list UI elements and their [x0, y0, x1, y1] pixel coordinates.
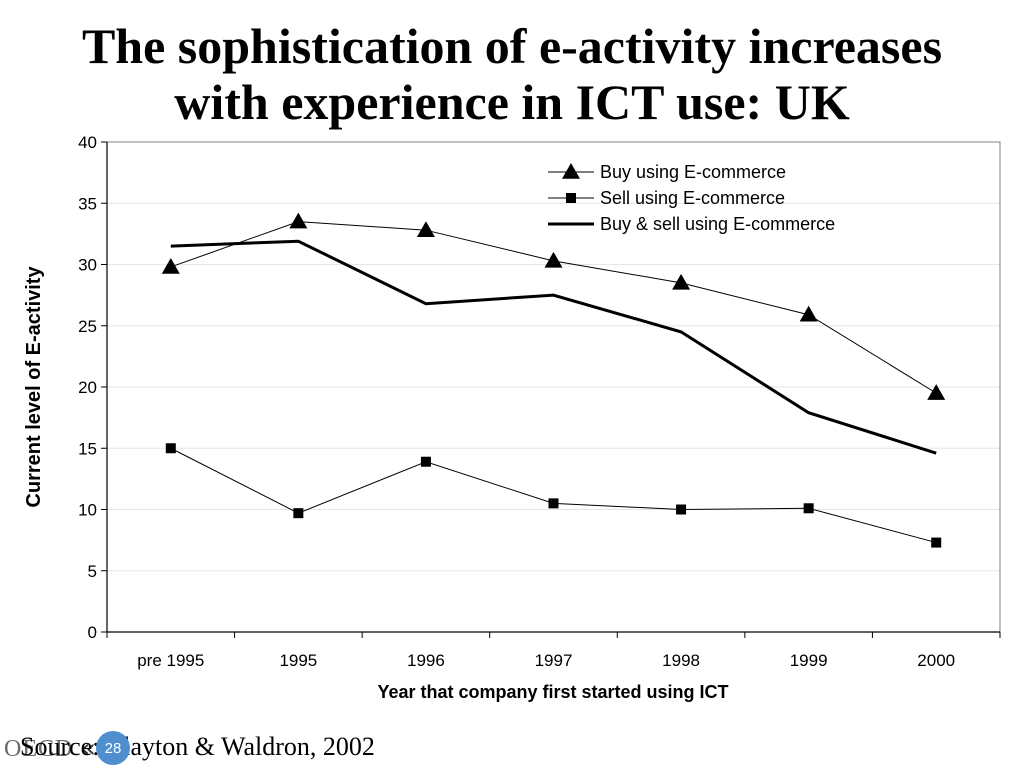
axes: 0 5 10 15 20 25 30 35 40 pre 1995 1995 1996 1997 1998…	[78, 133, 1001, 670]
chevron-icon: «	[80, 734, 96, 764]
square-marker	[165, 443, 176, 454]
slide-footer: OECD « Source: Clayton & Waldron, 2002 2…	[0, 728, 1024, 768]
square-marker	[293, 508, 304, 519]
legend-item: Sell using E-commerce	[548, 188, 785, 208]
oecd-logo: OECD	[4, 736, 74, 762]
y-tick-label: 40	[78, 133, 97, 152]
legend: Buy using E-commerce Sell using E-commerc…	[548, 162, 835, 234]
y-tick-label: 35	[78, 194, 97, 213]
legend-item: Buy using E-commerce	[548, 162, 786, 182]
triangle-marker	[562, 163, 580, 179]
square-marker	[566, 193, 576, 203]
triangle-marker	[799, 305, 818, 322]
x-tick-label: pre 1995	[137, 651, 204, 670]
square-marker	[676, 504, 687, 515]
legend-item: Buy & sell using E-commerce	[548, 214, 835, 234]
series-line	[170, 221, 937, 394]
square-marker	[803, 503, 814, 514]
x-tick-label: 1995	[279, 651, 317, 670]
y-tick-label: 15	[78, 439, 97, 458]
series-1	[161, 212, 946, 400]
triangle-marker	[289, 212, 308, 229]
series-line	[170, 447, 937, 544]
square-marker	[548, 498, 559, 509]
triangle-marker	[927, 384, 946, 400]
legend-label: Sell using E-commerce	[600, 188, 785, 208]
x-axis-label: Year that company first started using IC…	[377, 682, 728, 702]
y-axis-label: Current level of E-activity	[23, 266, 45, 508]
x-tick-label: 1997	[535, 651, 573, 670]
slide-title-line-1: The sophistication of e-activity increas…	[81, 18, 943, 74]
x-tick-label: 1998	[662, 651, 700, 670]
slide-title-line-2: with experience in ICT use: UK	[174, 74, 850, 130]
page-number-badge: 28	[96, 731, 130, 765]
y-tick-label: 25	[78, 317, 97, 336]
series-line	[170, 239, 937, 455]
series-2	[165, 443, 942, 548]
x-tick-label: 1996	[407, 651, 445, 670]
series-3	[170, 239, 937, 455]
legend-label: Buy & sell using E-commerce	[600, 214, 835, 234]
square-marker	[931, 537, 942, 548]
series	[161, 212, 946, 548]
slide-title: The sophistication of e-activity increas…	[0, 18, 1024, 130]
x-tick-label: 1999	[790, 651, 828, 670]
triangle-marker	[416, 221, 435, 237]
line-chart: 0 5 10 15 20 25 30 35 40 pre 1995 1995 1996 1997 1998…	[23, 133, 1001, 702]
y-tick-label: 20	[78, 378, 97, 397]
y-tick-label: 10	[78, 501, 97, 520]
y-tick-label: 5	[88, 562, 97, 581]
source-note: Source: Clayton & Waldron, 2002	[20, 732, 375, 761]
triangle-marker	[544, 251, 563, 268]
y-tick-label: 0	[88, 623, 97, 642]
legend-label: Buy using E-commerce	[600, 162, 786, 182]
y-tick-label: 30	[78, 256, 97, 275]
triangle-marker	[161, 257, 180, 274]
square-marker	[420, 456, 431, 467]
x-tick-label: 2000	[917, 651, 955, 670]
triangle-marker	[672, 273, 691, 290]
